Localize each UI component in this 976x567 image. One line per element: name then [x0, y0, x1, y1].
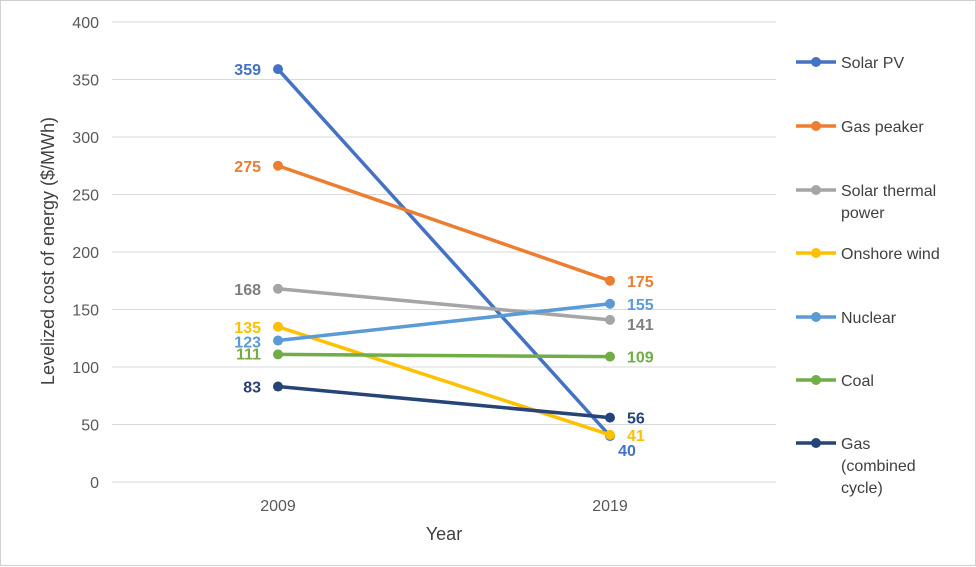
- y-tick-label: 250: [72, 188, 99, 205]
- legend-label: Gas peaker: [841, 119, 924, 136]
- legend-item-gas-combined-cycle: Gas (combined cycle): [796, 436, 916, 497]
- series-line: [276, 384, 612, 420]
- data-point: [605, 298, 615, 309]
- data-point: [273, 349, 283, 360]
- data-label: 123: [234, 335, 261, 352]
- data-point: [273, 64, 283, 75]
- legend-label: Onshore wind: [841, 246, 940, 263]
- data-point: [605, 351, 615, 362]
- series-line: [276, 164, 612, 283]
- data-point: [605, 275, 615, 286]
- legend-swatch-marker: [811, 312, 821, 322]
- data-point: [605, 314, 615, 325]
- y-tick-label: 50: [81, 418, 99, 435]
- legend-swatch-marker: [811, 185, 821, 195]
- series-line: [276, 325, 612, 437]
- y-tick-label: 350: [72, 73, 99, 90]
- y-tick-label: 300: [72, 130, 99, 147]
- legend-label: Gas (combined cycle): [841, 436, 916, 497]
- data-point: [273, 321, 283, 332]
- data-label: 111: [236, 346, 261, 363]
- series-onshore-wind: [273, 321, 615, 440]
- series-gas-combined-cycle: [273, 381, 615, 423]
- legend-swatch-marker: [811, 375, 821, 385]
- data-label: 109: [627, 350, 654, 367]
- series-line: [276, 287, 612, 322]
- data-label: 56: [627, 411, 645, 428]
- series-line: [276, 302, 612, 343]
- y-tick-label: 150: [72, 303, 99, 320]
- series-lines: [273, 64, 615, 441]
- data-point: [605, 412, 615, 423]
- legend-item-solar-pv: Solar PV: [796, 55, 904, 72]
- data-label: 40: [618, 443, 636, 460]
- legend-swatch-marker: [811, 121, 821, 131]
- data-point: [273, 335, 283, 346]
- legend-swatch-marker: [811, 438, 821, 448]
- data-label: 359: [234, 62, 261, 79]
- data-point: [273, 160, 283, 171]
- y-tick-label: 100: [72, 360, 99, 377]
- legend-label: Nuclear: [841, 310, 897, 327]
- series-gas-peaker: [273, 160, 615, 286]
- series-nuclear: [273, 298, 615, 346]
- data-label: 141: [627, 317, 654, 334]
- legend-item-coal: Coal: [796, 373, 874, 390]
- x-tick-label: 2009: [260, 498, 296, 515]
- y-tick-label: 200: [72, 245, 99, 262]
- data-point: [605, 429, 615, 440]
- x-tick-label: 2019: [592, 498, 628, 515]
- data-label: 155: [627, 297, 654, 314]
- y-axis-ticks: 0 50 100 150 200 250 300 350 400: [72, 15, 99, 492]
- legend: Solar PV Gas peaker Solar thermal power Onsh…: [796, 55, 940, 497]
- series-solar-pv: [273, 64, 615, 441]
- legend-item-gas-peaker: Gas peaker: [796, 119, 924, 136]
- series-coal: [273, 349, 615, 362]
- data-label: 83: [243, 380, 261, 397]
- data-label: 41: [627, 428, 645, 445]
- data-point: [273, 381, 283, 392]
- data-label: 135: [234, 320, 261, 337]
- data-label: 168: [234, 282, 261, 299]
- y-tick-label: 400: [72, 15, 99, 32]
- data-label: 275: [234, 159, 261, 176]
- legend-swatch-marker: [811, 57, 821, 67]
- legend-label: Coal: [841, 373, 874, 390]
- data-labels: 359 40 275 175 168 141 135 41 123 155 111 109 83 56: [234, 62, 654, 460]
- x-axis-ticks: 2009 2019: [260, 498, 628, 515]
- x-axis-title: Year: [426, 524, 462, 544]
- series-line: [276, 352, 612, 359]
- y-tick-label: 0: [90, 475, 99, 492]
- data-label: 175: [627, 274, 654, 291]
- series-line: [276, 67, 612, 438]
- legend-item-nuclear: Nuclear: [796, 310, 897, 327]
- legend-item-onshore-wind: Onshore wind: [796, 246, 940, 263]
- data-point: [273, 283, 283, 294]
- legend-swatch-marker: [811, 248, 821, 258]
- legend-item-solar-thermal-power: Solar thermal power: [796, 183, 936, 222]
- legend-label: Solar thermal power: [841, 183, 936, 222]
- series-solar-thermal-power: [273, 283, 615, 325]
- y-axis-title: Levelized cost of energy ($/MWh): [38, 117, 58, 385]
- legend-label: Solar PV: [841, 55, 904, 72]
